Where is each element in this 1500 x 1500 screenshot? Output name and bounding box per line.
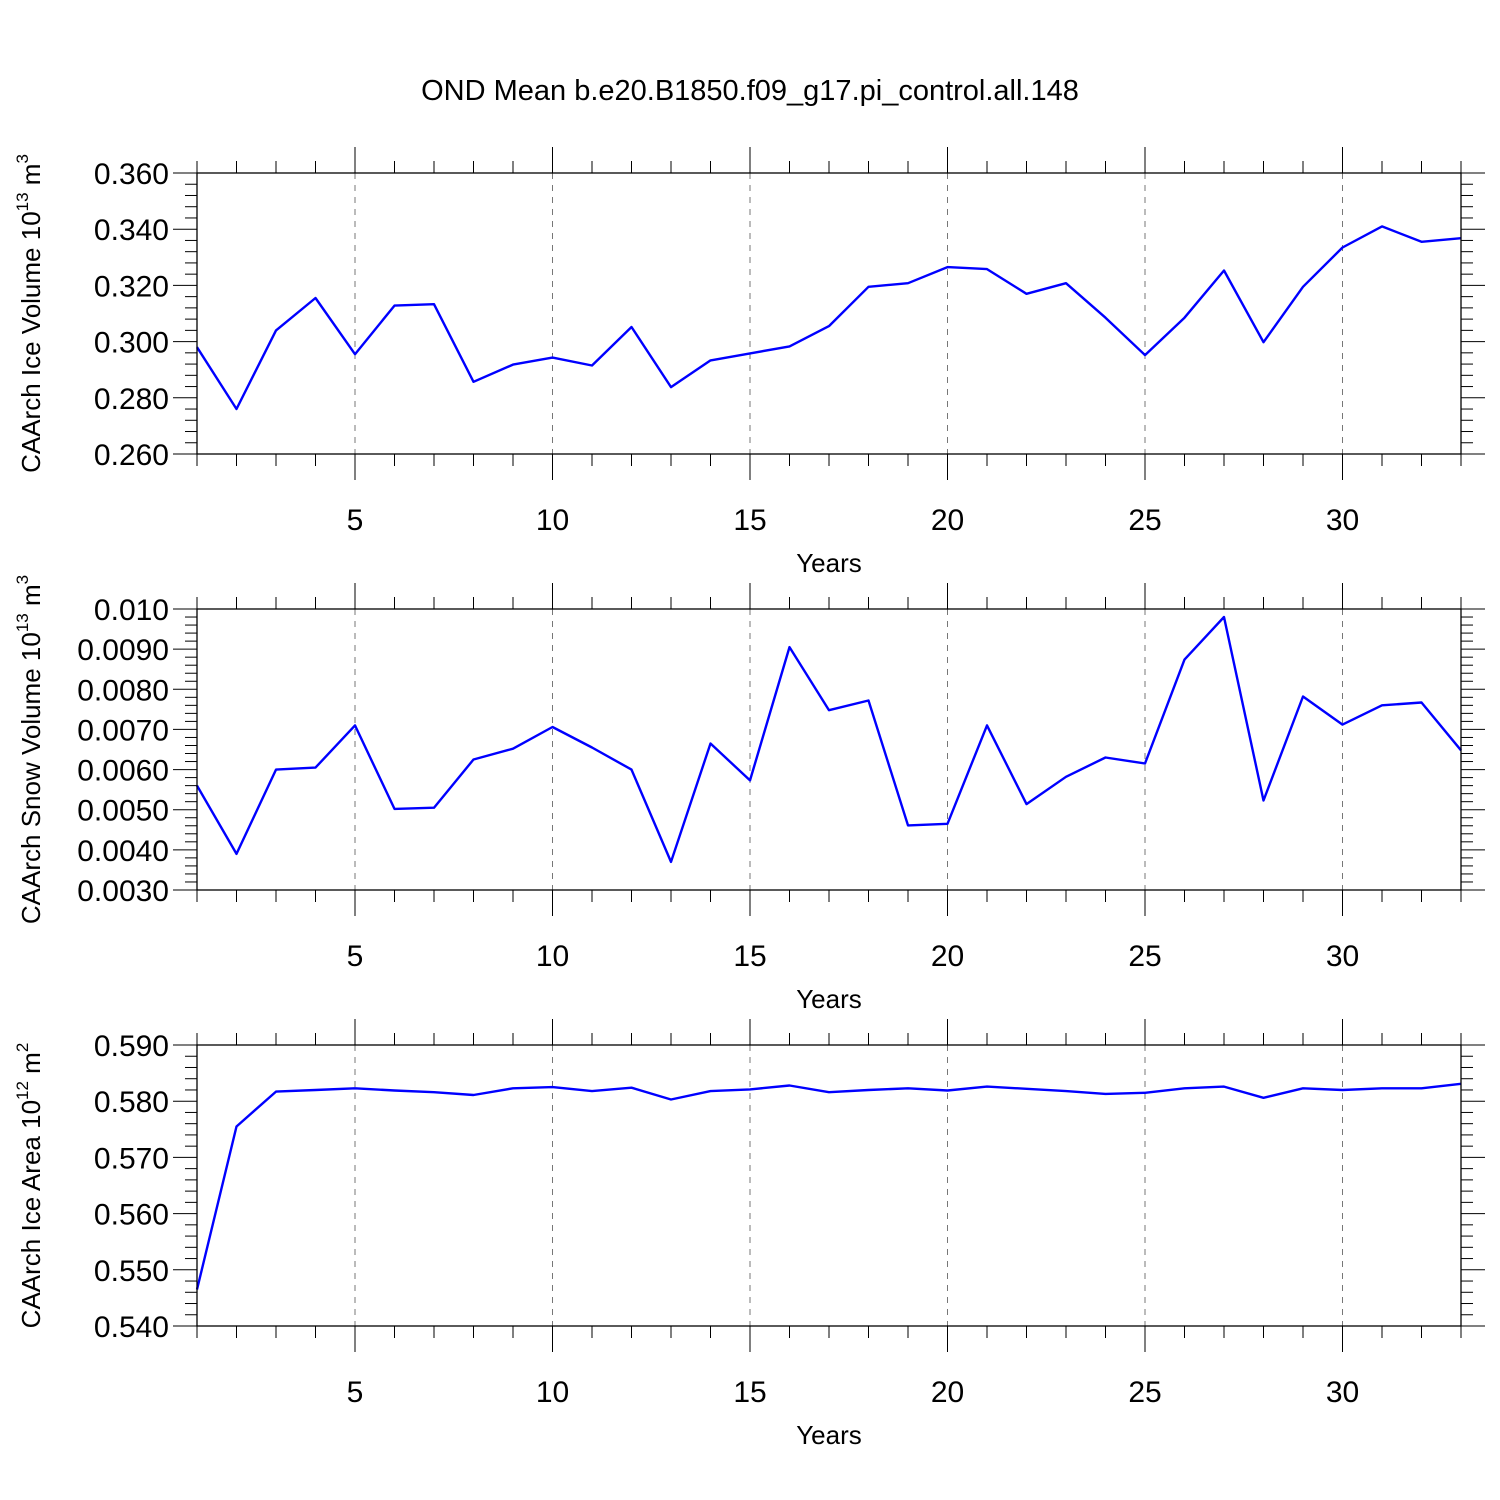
data-series-line bbox=[195, 1082, 1462, 1290]
y-tick-label: 0.0050 bbox=[77, 795, 169, 828]
y-tick-label: 0.300 bbox=[94, 327, 169, 360]
x-tick-label: 30 bbox=[1326, 504, 1359, 537]
x-tick-label: 10 bbox=[536, 1376, 569, 1409]
panel-1: 0.260 0.280 0.300 0.320 0.340 0.360 5 10 15 20 25 3… bbox=[13, 147, 1485, 578]
y-tick-label: 0.0080 bbox=[77, 674, 169, 707]
x-tick-label: 25 bbox=[1128, 940, 1161, 973]
panel-3: 0.540 0.550 0.560 0.570 0.580 0.590 5 10 15 20 25 3… bbox=[13, 1019, 1485, 1450]
x-tick-label: 20 bbox=[931, 940, 964, 973]
y-tick-label: 0.320 bbox=[94, 270, 169, 303]
x-tick-label: 30 bbox=[1326, 1376, 1359, 1409]
y-tick-label: 0.540 bbox=[94, 1311, 169, 1344]
plot-frame bbox=[196, 608, 1462, 891]
x-tick-label: 25 bbox=[1128, 1376, 1161, 1409]
x-tick-label: 5 bbox=[347, 940, 364, 973]
y-axis-label: CAArch Snow Volume 1013 m3 bbox=[13, 575, 46, 924]
x-tick-label: 15 bbox=[733, 940, 766, 973]
y-tick-label: 0.360 bbox=[94, 158, 169, 191]
y-axis-label: CAArch Ice Area 1012 m2 bbox=[13, 1043, 46, 1329]
y-tick-label: 0.580 bbox=[94, 1086, 169, 1119]
x-tick-label: 20 bbox=[931, 504, 964, 537]
data-series-line bbox=[195, 225, 1462, 411]
x-tick-label: 10 bbox=[536, 504, 569, 537]
y-tick-label: 0.0090 bbox=[77, 634, 169, 667]
y-tick-label: 0.0040 bbox=[77, 835, 169, 868]
y-tick-label: 0.260 bbox=[94, 439, 169, 472]
y-tick-label: 0.590 bbox=[94, 1030, 169, 1063]
y-tick-label: 0.560 bbox=[94, 1199, 169, 1232]
x-tick-label: 5 bbox=[347, 1376, 364, 1409]
y-tick-label: 0.0060 bbox=[77, 755, 169, 788]
panel-2: 0.0030 0.0040 0.0050 0.0060 0.0070 0.0080 0.00… bbox=[13, 575, 1485, 1014]
y-tick-label: 0.550 bbox=[94, 1255, 169, 1288]
data-series-line bbox=[195, 615, 1462, 864]
x-tick-label: 15 bbox=[733, 504, 766, 537]
plot-frame bbox=[196, 172, 1462, 455]
x-axis-label: Years bbox=[796, 548, 862, 578]
plot-frame bbox=[196, 1044, 1462, 1327]
y-axis-label: CAArch Ice Volume 1013 m3 bbox=[13, 154, 46, 473]
x-tick-label: 30 bbox=[1326, 940, 1359, 973]
x-tick-label: 10 bbox=[536, 940, 569, 973]
chart-title: OND Mean b.e20.B1850.f09_g17.pi_control.… bbox=[421, 75, 1079, 107]
x-tick-label: 25 bbox=[1128, 504, 1161, 537]
panels: 0.260 0.280 0.300 0.320 0.340 0.360 5 10 15 20 25 3… bbox=[13, 147, 1485, 1450]
y-tick-label: 0.340 bbox=[94, 214, 169, 247]
x-axis-label: Years bbox=[796, 984, 862, 1014]
x-tick-label: 15 bbox=[733, 1376, 766, 1409]
x-axis-label: Years bbox=[796, 1420, 862, 1450]
x-tick-label: 5 bbox=[347, 504, 364, 537]
y-tick-label: 0.0030 bbox=[77, 875, 169, 908]
y-tick-label: 0.570 bbox=[94, 1142, 169, 1175]
y-tick-label: 0.0070 bbox=[77, 714, 169, 747]
x-tick-label: 20 bbox=[931, 1376, 964, 1409]
y-tick-label: 0.010 bbox=[94, 594, 169, 627]
y-tick-label: 0.280 bbox=[94, 383, 169, 416]
